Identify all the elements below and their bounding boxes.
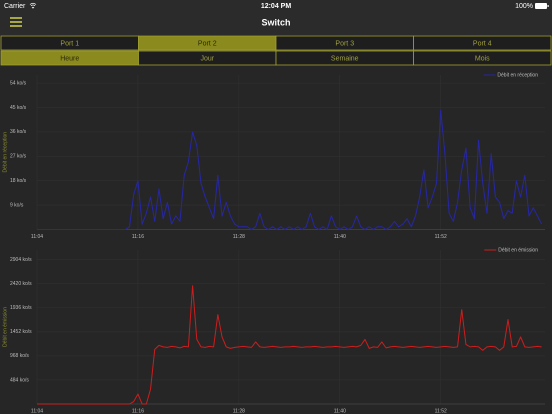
x-tick-label: 11:40 [334,234,346,240]
y-tick-label: 1936 ko/s [10,305,32,311]
y-tick-label: 18 ko/s [10,178,27,184]
tab-label[interactable]: Jour [200,55,214,62]
nav-title: Switch [261,17,290,27]
y-axis-label: Débit en émission [2,307,8,347]
data-line [37,109,543,230]
wifi-icon [29,2,37,9]
tab-label[interactable]: Port 1 [60,40,79,47]
tab-label[interactable]: Port 3 [335,40,354,47]
y-tick-label: 1452 ko/s [10,329,32,335]
y-tick-label: 54 ko/s [10,80,27,86]
y-tick-label: 2420 ko/s [10,281,32,287]
legend-label: Débit en réception [497,72,538,78]
battery-level: 100% [515,3,533,10]
x-tick-label: 11:52 [435,234,447,240]
y-tick-label: 2904 ko/s [10,257,32,263]
x-tick-label: 11:04 [31,234,43,240]
y-axis-label: Débit en réception [2,132,8,173]
y-tick-label: 9 ko/s [10,202,24,208]
clock: 12:04 PM [261,3,292,10]
y-tick-label: 36 ko/s [10,129,27,135]
carrier: Carrier [4,3,26,10]
tab-label[interactable]: Mois [475,55,490,62]
x-tick-label: 11:28 [233,408,245,414]
menu-bar[interactable] [10,17,22,19]
tab[interactable] [413,50,552,66]
battery-tip [547,5,549,7]
tab-label[interactable]: Semaine [331,55,359,62]
tab-label[interactable]: Heure [60,55,79,62]
x-tick-label: 11:40 [334,408,346,414]
header-bg [0,0,552,35]
battery-icon [535,3,547,9]
x-tick-label: 11:04 [31,408,43,414]
legend-label: Débit en émission [498,247,538,253]
x-tick-label: 11:28 [233,234,245,240]
menu-button[interactable] [10,17,22,27]
tab-label[interactable]: Port 2 [198,40,217,47]
y-tick-label: 968 ko/s [10,353,29,359]
tab[interactable] [413,35,552,51]
menu-bar[interactable] [10,25,22,27]
x-tick-label: 11:16 [132,408,144,414]
y-tick-label: 27 ko/s [10,154,27,160]
y-tick-label: 484 ko/s [10,377,29,383]
menu-bar[interactable] [10,21,22,23]
x-tick-label: 11:16 [132,234,144,240]
data-line [37,285,542,405]
x-tick-label: 11:52 [435,408,447,414]
tab-label[interactable]: Port 4 [473,40,492,47]
y-tick-label: 45 ko/s [10,105,27,111]
